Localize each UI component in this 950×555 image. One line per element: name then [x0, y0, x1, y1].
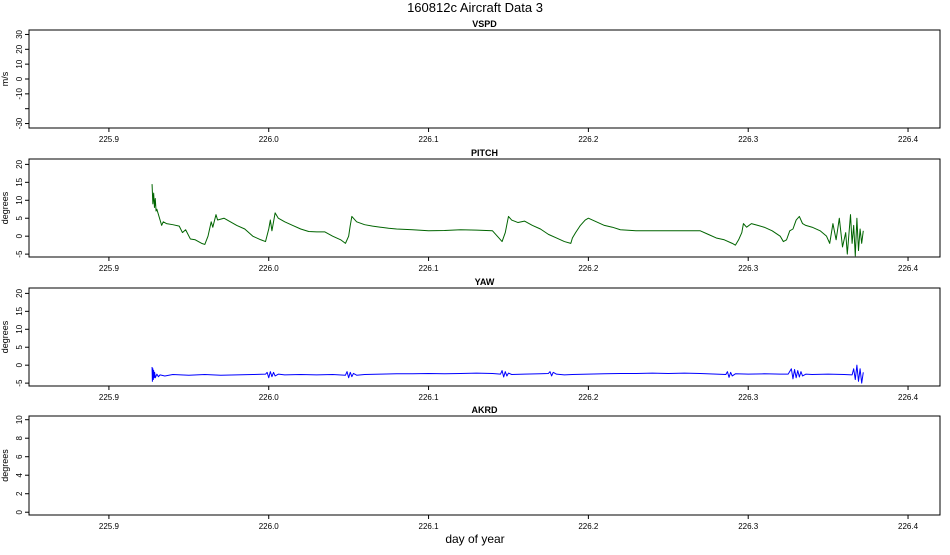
panel-title: VSPD	[472, 19, 497, 29]
panel-title: PITCH	[471, 148, 498, 158]
x-tick-label: 226.1	[419, 393, 440, 402]
y-axis-label: degrees	[0, 191, 10, 224]
y-tick-label: 8	[15, 435, 24, 440]
y-axis-label: degrees	[0, 449, 10, 482]
y-tick-label: -30	[15, 117, 24, 129]
y-tick-label: -10	[15, 88, 24, 100]
y-axis-label: degrees	[0, 320, 10, 353]
panel-pitch: PITCH -5 0 5 10 15 20 degrees 225.9 226.0 226.1 226…	[0, 148, 941, 273]
x-tick-label: 226.0	[259, 393, 280, 402]
y-axis-label: m/s	[0, 71, 10, 86]
x-tick-label: 226.1	[419, 135, 440, 144]
y-tick-label: 30	[15, 29, 24, 38]
y-tick-label: 4	[15, 472, 24, 477]
panel-yaw: YAW -5 0 5 10 15 20 degrees 225.9 226.0 226.1 226.2…	[0, 277, 941, 402]
x-tick-label: 226.4	[898, 393, 919, 402]
x-tick-label: 226.0	[259, 522, 280, 531]
x-tick-label: 225.9	[99, 135, 120, 144]
y-tick-label: 0	[15, 76, 24, 81]
panel-title: AKRD	[472, 405, 498, 415]
y-tick-label: 10	[15, 59, 24, 68]
x-tick-label: 225.9	[99, 264, 120, 273]
x-tick-label: 226.3	[738, 522, 759, 531]
x-tick-label: 226.3	[738, 135, 759, 144]
y-tick-label: 5	[15, 215, 24, 220]
plot-frame	[28, 29, 941, 129]
x-tick-label: 225.9	[99, 522, 120, 531]
x-tick-label: 226.0	[259, 135, 280, 144]
y-tick-label: 15	[15, 177, 24, 186]
x-tick-label: 226.1	[419, 522, 440, 531]
series-line-yaw	[151, 364, 864, 384]
x-tick-label: 226.4	[898, 264, 919, 273]
x-tick-label: 226.4	[898, 522, 919, 531]
x-tick-label: 226.1	[419, 264, 440, 273]
figure-title: 160812c Aircraft Data 3	[407, 0, 543, 15]
y-tick-label: 10	[15, 195, 24, 204]
x-tick-label: 226.2	[578, 135, 599, 144]
x-axis-label: day of year	[445, 532, 504, 546]
x-tick-label: 226.3	[738, 393, 759, 402]
y-tick-label: 20	[15, 159, 24, 168]
x-tick-label: 226.2	[578, 393, 599, 402]
plot-frame	[28, 415, 941, 516]
panel-title: YAW	[475, 277, 495, 287]
x-tick-label: 225.9	[99, 393, 120, 402]
y-tick-label: 10	[15, 415, 24, 424]
x-tick-label: 226.3	[738, 264, 759, 273]
y-tick-label: 20	[15, 288, 24, 297]
panel-vspd: VSPD -30 -10 0 10 20 30 m/s 225.9 226.0 226.1 226.2…	[0, 19, 941, 144]
plot-frame	[28, 158, 941, 258]
x-tick-label: 226.2	[578, 264, 599, 273]
y-tick-label: 2	[15, 491, 24, 496]
x-tick-label: 226.0	[259, 264, 280, 273]
plot-frame	[28, 287, 941, 387]
y-tick-label: -5	[15, 250, 24, 258]
series-line-pitch	[151, 184, 864, 257]
y-tick-label: 0	[15, 509, 24, 514]
y-tick-label: 0	[15, 233, 24, 238]
y-tick-label: 15	[15, 306, 24, 315]
y-tick-label: 0	[15, 362, 24, 367]
y-tick-label: 20	[15, 44, 24, 53]
y-tick-label: 6	[15, 454, 24, 459]
panel-akrd: AKRD 0 2 4 6 8 10 degrees 225.9 226.0 226.1 226.2 22…	[0, 405, 941, 531]
x-tick-label: 226.2	[578, 522, 599, 531]
y-tick-label: 10	[15, 324, 24, 333]
y-tick-label: 5	[15, 344, 24, 349]
x-tick-label: 226.4	[898, 135, 919, 144]
y-tick-label: -5	[15, 379, 24, 387]
